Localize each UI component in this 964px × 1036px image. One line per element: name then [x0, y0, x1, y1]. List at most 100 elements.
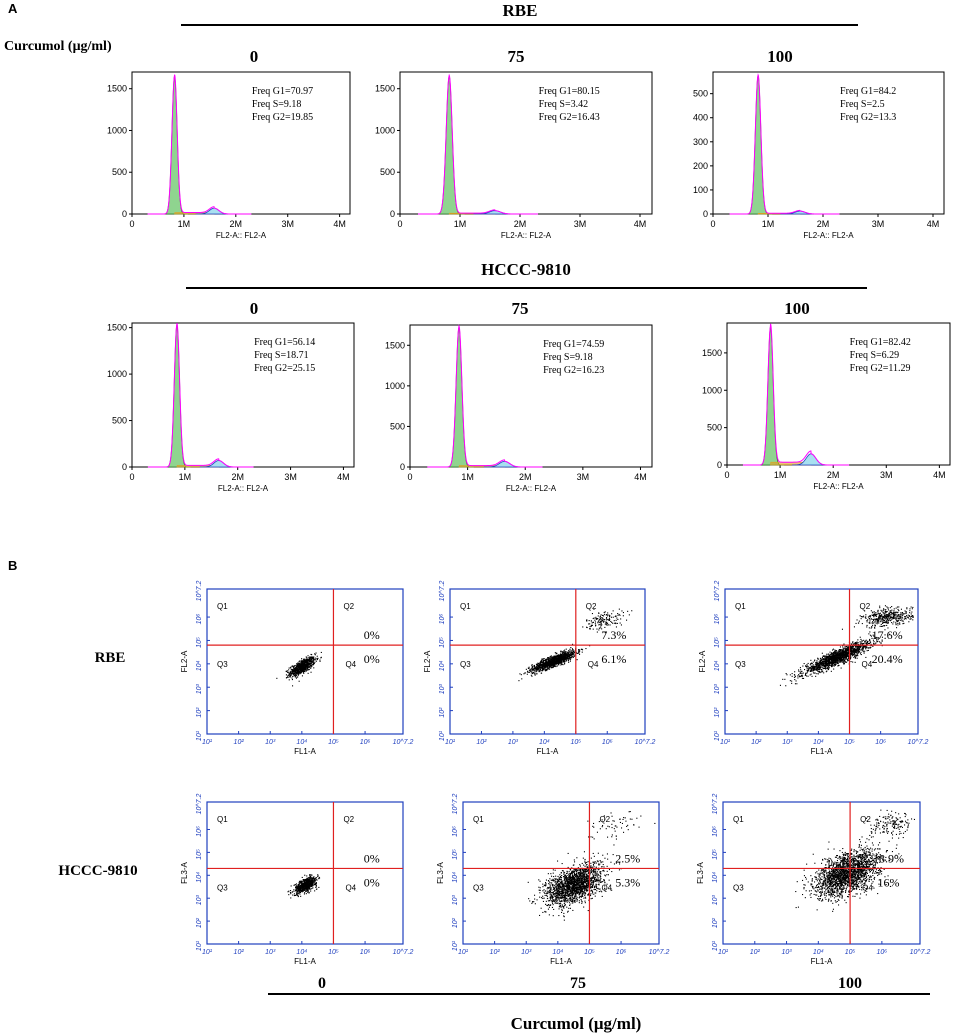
event-dot: [288, 673, 290, 675]
event-dot: [294, 671, 296, 673]
event-dot: [552, 657, 554, 659]
event-dot: [805, 674, 807, 676]
event-dot: [827, 660, 829, 662]
event-dot: [868, 615, 870, 617]
event-dot: [297, 893, 299, 895]
dose-label: 0: [250, 299, 259, 318]
event-dot: [563, 656, 565, 658]
event-dot: [571, 884, 573, 886]
event-dot: [868, 622, 870, 624]
event-dot: [875, 612, 877, 614]
event-dot: [866, 626, 868, 628]
event-dot: [831, 663, 833, 665]
quadrant-label-q2: Q2: [586, 602, 597, 611]
event-dot: [562, 655, 564, 657]
event-dot: [819, 668, 821, 670]
event-dot: [290, 668, 292, 670]
event-dot: [307, 882, 309, 884]
event-dot: [314, 880, 316, 882]
x-tick-label: 10²: [751, 739, 762, 746]
event-dot: [911, 608, 913, 610]
event-dot: [847, 658, 849, 660]
event-dot: [808, 668, 810, 670]
event-dot: [831, 657, 833, 659]
event-dot: [538, 662, 540, 664]
event-dot: [320, 651, 322, 653]
event-dot: [533, 668, 535, 670]
event-dot: [548, 658, 550, 660]
event-dot: [590, 624, 592, 626]
event-dot: [853, 656, 855, 658]
plot-frame: [726, 322, 951, 466]
x-tick-label: 10^7.2: [393, 949, 414, 956]
plot-frame: [399, 71, 653, 215]
event-dot: [813, 668, 815, 670]
event-dot: [912, 616, 914, 618]
event-dot: [832, 655, 834, 657]
event-dot: [547, 663, 549, 665]
event-dot: [832, 662, 834, 664]
event-dot: [838, 664, 840, 666]
event-dot: [822, 661, 824, 663]
percent-q2: 17.6%: [872, 628, 903, 642]
x-tick-label: 3M: [281, 219, 294, 229]
event-dot: [779, 684, 781, 686]
event-dot: [858, 622, 860, 624]
event-dot: [883, 609, 885, 611]
event-dot: [837, 659, 839, 661]
event-dot: [314, 881, 316, 883]
event-dot: [536, 665, 538, 667]
event-dot: [550, 660, 552, 662]
event-dot: [555, 661, 557, 663]
event-dot: [850, 646, 852, 648]
event-dot: [838, 651, 840, 653]
event-dot: [563, 656, 565, 658]
event-dot: [318, 886, 320, 888]
event-dot: [548, 660, 550, 662]
event-dot: [552, 666, 554, 668]
event-dot: [811, 670, 813, 672]
event-dot: [856, 654, 858, 656]
event-dot: [857, 646, 859, 648]
event-dot: [306, 663, 308, 665]
event-dot: [309, 656, 311, 658]
event-dot: [550, 655, 552, 657]
event-dot: [909, 610, 911, 612]
event-dot: [308, 884, 310, 886]
event-dot: [835, 658, 837, 660]
event-dot: [297, 889, 299, 891]
event-dot: [585, 862, 587, 864]
event-dot: [554, 661, 556, 663]
event-dot: [833, 668, 835, 670]
event-dot: [809, 674, 811, 676]
event-dot: [520, 674, 522, 676]
event-dot: [304, 887, 306, 889]
event-dot: [894, 617, 896, 619]
event-dot: [904, 617, 906, 619]
event-dot: [876, 615, 878, 617]
event-dot: [842, 660, 844, 662]
event-dot: [840, 649, 842, 651]
event-dot: [303, 658, 305, 660]
event-dot: [846, 650, 848, 652]
event-dot: [879, 607, 881, 609]
event-dot: [550, 665, 552, 667]
event-dot: [312, 879, 314, 881]
event-dot: [558, 657, 560, 659]
event-dot: [538, 668, 540, 670]
event-dot: [873, 641, 875, 643]
x-tick-label: 10⁵: [570, 739, 581, 746]
event-dot: [309, 662, 311, 664]
model-fit-line: [729, 73, 840, 215]
event-dot: [874, 612, 876, 614]
event-dot: [817, 658, 819, 660]
event-dot: [538, 666, 540, 668]
event-dot: [843, 661, 845, 663]
event-dot: [305, 893, 307, 895]
event-dot: [882, 618, 884, 620]
event-dot: [572, 643, 574, 645]
event-dot: [297, 672, 299, 674]
event-dot: [855, 649, 857, 651]
event-dot: [861, 649, 863, 651]
event-dot: [856, 641, 858, 643]
